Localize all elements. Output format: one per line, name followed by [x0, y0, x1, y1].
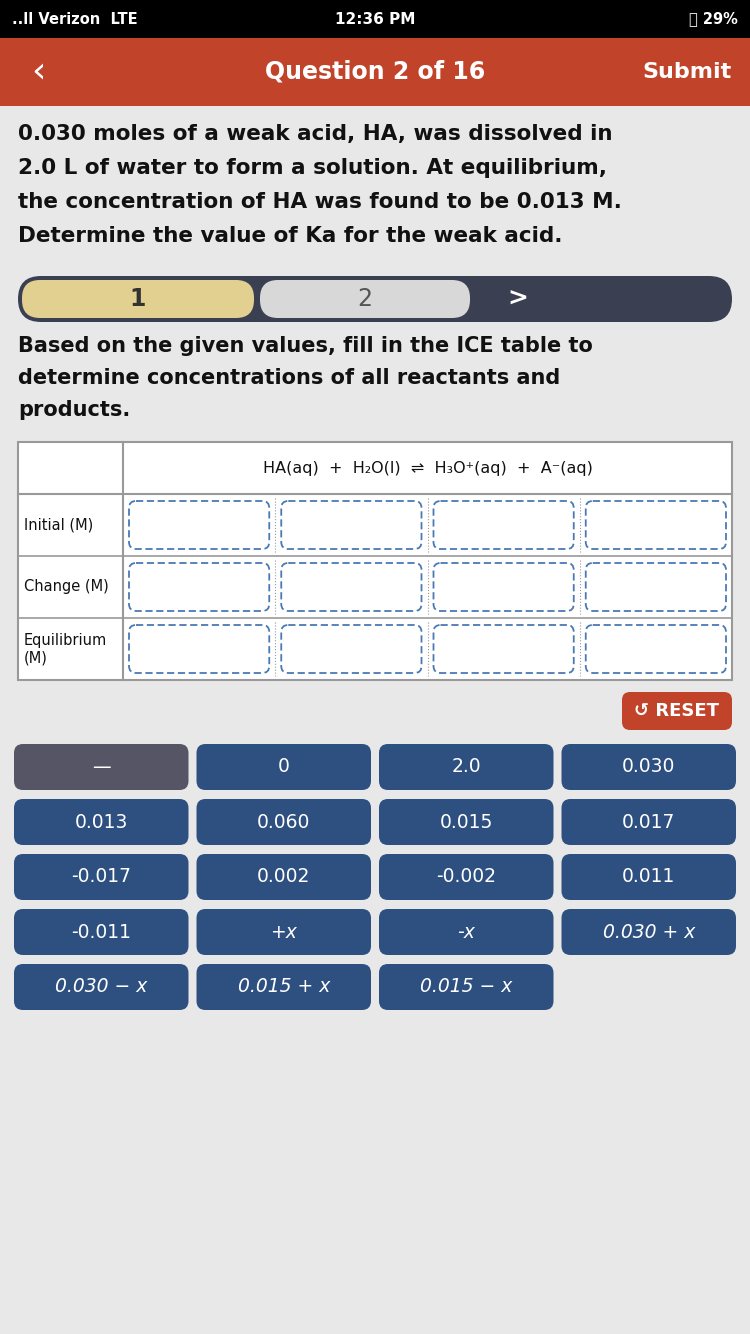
Text: 0.030 + x: 0.030 + x — [602, 923, 695, 942]
Text: ..ll Verizon  LTE: ..ll Verizon LTE — [12, 12, 138, 27]
FancyBboxPatch shape — [379, 908, 554, 955]
FancyBboxPatch shape — [433, 563, 574, 611]
Bar — [0, 37, 750, 105]
Text: 0.011: 0.011 — [622, 867, 676, 887]
Text: Question 2 of 16: Question 2 of 16 — [265, 60, 485, 84]
FancyBboxPatch shape — [281, 563, 422, 611]
FancyBboxPatch shape — [14, 854, 188, 900]
FancyBboxPatch shape — [562, 854, 736, 900]
FancyBboxPatch shape — [586, 563, 726, 611]
Text: 0.017: 0.017 — [622, 812, 676, 831]
Text: ‹: ‹ — [31, 55, 45, 89]
Text: 1: 1 — [130, 287, 146, 311]
FancyBboxPatch shape — [129, 563, 269, 611]
Text: ↺ RESET: ↺ RESET — [634, 702, 719, 720]
Text: 0.015 + x: 0.015 + x — [238, 978, 330, 996]
Text: products.: products. — [18, 400, 130, 420]
Text: 0.060: 0.060 — [257, 812, 310, 831]
FancyBboxPatch shape — [622, 692, 732, 730]
FancyBboxPatch shape — [433, 626, 574, 672]
Text: ⏰ 29%: ⏰ 29% — [689, 12, 738, 27]
Text: Change (M): Change (M) — [24, 579, 109, 595]
Text: 0.015 − x: 0.015 − x — [420, 978, 512, 996]
Text: 0.002: 0.002 — [257, 867, 310, 887]
FancyBboxPatch shape — [379, 744, 554, 790]
Text: 12:36 PM: 12:36 PM — [334, 12, 416, 27]
Text: HA(aq)  +  H₂O(l)  ⇌  H₃O⁺(aq)  +  A⁻(aq): HA(aq) + H₂O(l) ⇌ H₃O⁺(aq) + A⁻(aq) — [262, 460, 592, 475]
Text: determine concentrations of all reactants and: determine concentrations of all reactant… — [18, 368, 560, 388]
FancyBboxPatch shape — [129, 626, 269, 672]
Text: 2.0 L of water to form a solution. At equilibrium,: 2.0 L of water to form a solution. At eq… — [18, 157, 607, 177]
Text: +x: +x — [270, 923, 297, 942]
FancyBboxPatch shape — [14, 908, 188, 955]
FancyBboxPatch shape — [196, 799, 371, 844]
Text: 2: 2 — [358, 287, 373, 311]
Text: Determine the value of Ka for the weak acid.: Determine the value of Ka for the weak a… — [18, 225, 562, 245]
Text: -x: -x — [458, 923, 476, 942]
FancyBboxPatch shape — [433, 502, 574, 550]
Text: 0.015: 0.015 — [440, 812, 493, 831]
Text: 2.0: 2.0 — [452, 758, 481, 776]
FancyBboxPatch shape — [196, 964, 371, 1010]
FancyBboxPatch shape — [18, 276, 732, 321]
FancyBboxPatch shape — [586, 502, 726, 550]
FancyBboxPatch shape — [281, 502, 422, 550]
FancyBboxPatch shape — [586, 626, 726, 672]
FancyBboxPatch shape — [129, 502, 269, 550]
FancyBboxPatch shape — [14, 744, 188, 790]
Text: the concentration of HA was found to be 0.013 M.: the concentration of HA was found to be … — [18, 192, 622, 212]
FancyBboxPatch shape — [260, 280, 470, 317]
Text: 0.030 − x: 0.030 − x — [55, 978, 148, 996]
Text: —: — — [92, 758, 110, 776]
FancyBboxPatch shape — [14, 964, 188, 1010]
Text: Submit: Submit — [643, 61, 732, 81]
Text: -0.002: -0.002 — [436, 867, 496, 887]
FancyBboxPatch shape — [562, 908, 736, 955]
FancyBboxPatch shape — [562, 744, 736, 790]
FancyBboxPatch shape — [196, 908, 371, 955]
FancyBboxPatch shape — [281, 626, 422, 672]
Text: Based on the given values, fill in the ICE table to: Based on the given values, fill in the I… — [18, 336, 592, 356]
Text: 0.030 moles of a weak acid, HA, was dissolved in: 0.030 moles of a weak acid, HA, was diss… — [18, 124, 613, 144]
FancyBboxPatch shape — [379, 854, 554, 900]
FancyBboxPatch shape — [562, 799, 736, 844]
FancyBboxPatch shape — [379, 799, 554, 844]
Text: 0: 0 — [278, 758, 290, 776]
Text: >: > — [508, 287, 529, 311]
Text: 0.030: 0.030 — [622, 758, 676, 776]
FancyBboxPatch shape — [196, 854, 371, 900]
Text: -0.017: -0.017 — [71, 867, 131, 887]
Bar — [18, 442, 732, 680]
FancyBboxPatch shape — [196, 744, 371, 790]
FancyBboxPatch shape — [14, 799, 188, 844]
Bar — [0, 0, 750, 37]
Text: 0.013: 0.013 — [74, 812, 128, 831]
Text: Initial (M): Initial (M) — [24, 518, 93, 532]
FancyBboxPatch shape — [22, 280, 254, 317]
Text: -0.011: -0.011 — [71, 923, 131, 942]
FancyBboxPatch shape — [379, 964, 554, 1010]
Text: Equilibrium
(M): Equilibrium (M) — [24, 632, 107, 666]
